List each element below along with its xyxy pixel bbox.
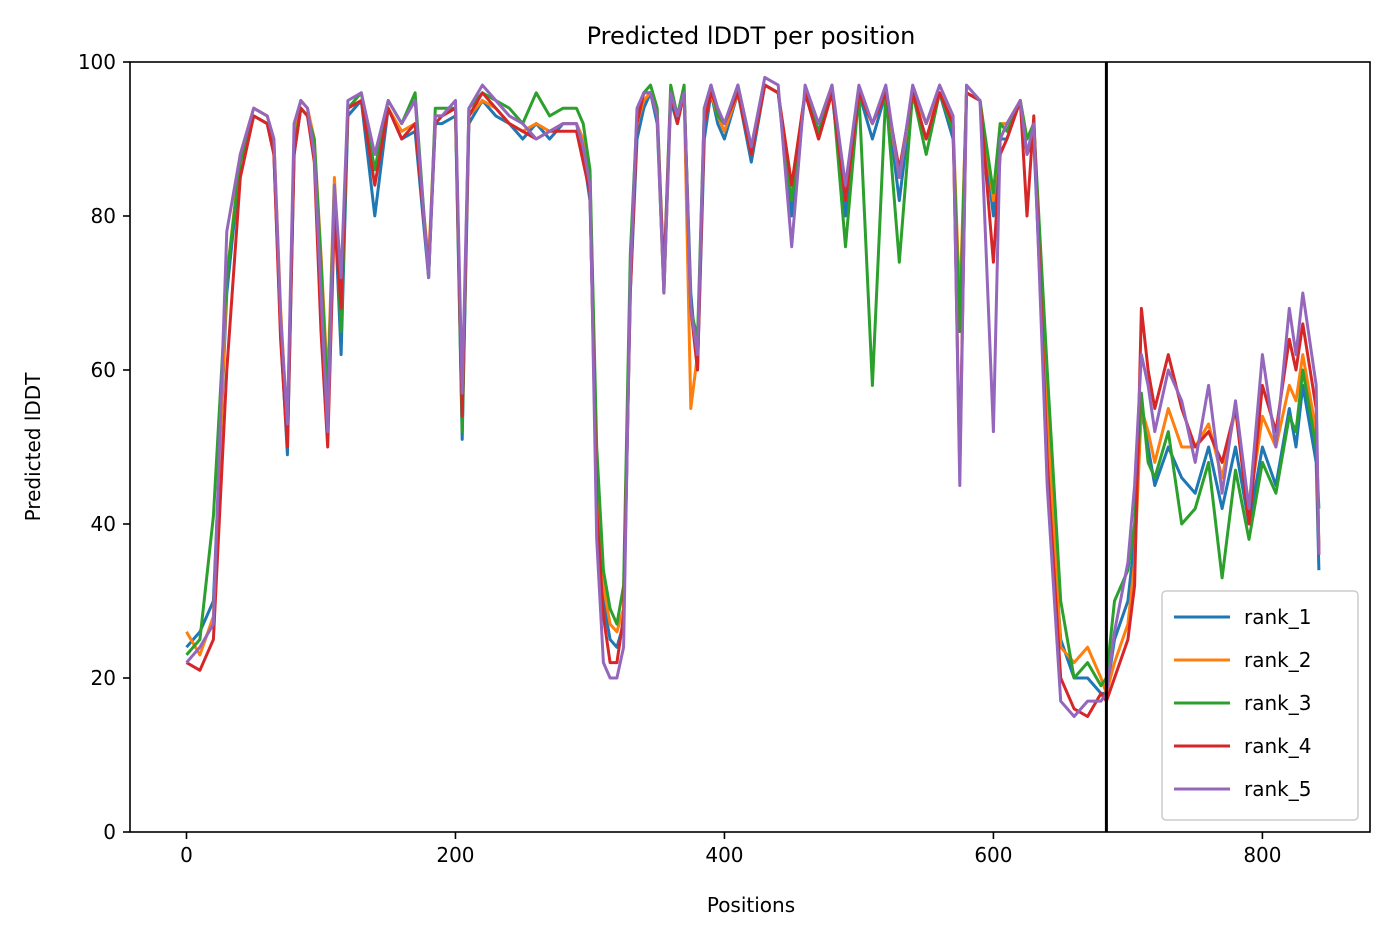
axes: 0 200 400 600 800 0 20 40 60 80 100	[78, 50, 1371, 867]
y-tick-label: 80	[91, 204, 116, 228]
legend-label-rank-4: rank_4	[1244, 734, 1311, 758]
y-tick-label: 40	[91, 512, 116, 536]
legend: rank_1 rank_2 rank_3 rank_4 rank_5	[1161, 590, 1359, 821]
series-line-rank-5	[185, 75, 1321, 718]
y-axis-title: Predicted lDDT	[21, 372, 45, 522]
legend-label-rank-3: rank_3	[1244, 691, 1311, 715]
plot-frame	[129, 61, 1371, 833]
legend-label-rank-2: rank_2	[1244, 648, 1311, 672]
plot-area	[185, 62, 1321, 832]
x-tick-label: 0	[180, 843, 193, 867]
legend-box	[1161, 590, 1359, 821]
y-tick-label: 60	[91, 358, 116, 382]
y-tick-label: 100	[78, 50, 116, 74]
chart-title: Predicted lDDT per position	[587, 22, 916, 50]
y-tick-label: 20	[91, 666, 116, 690]
y-tick-label: 0	[103, 820, 116, 844]
x-tick-label: 600	[974, 843, 1012, 867]
legend-label-rank-1: rank_1	[1244, 605, 1311, 629]
x-tick-label: 200	[436, 843, 474, 867]
legend-label-rank-5: rank_5	[1244, 777, 1311, 801]
x-tick-label: 800	[1243, 843, 1281, 867]
x-axis-title: Positions	[707, 893, 795, 917]
x-tick-label: 400	[705, 843, 743, 867]
